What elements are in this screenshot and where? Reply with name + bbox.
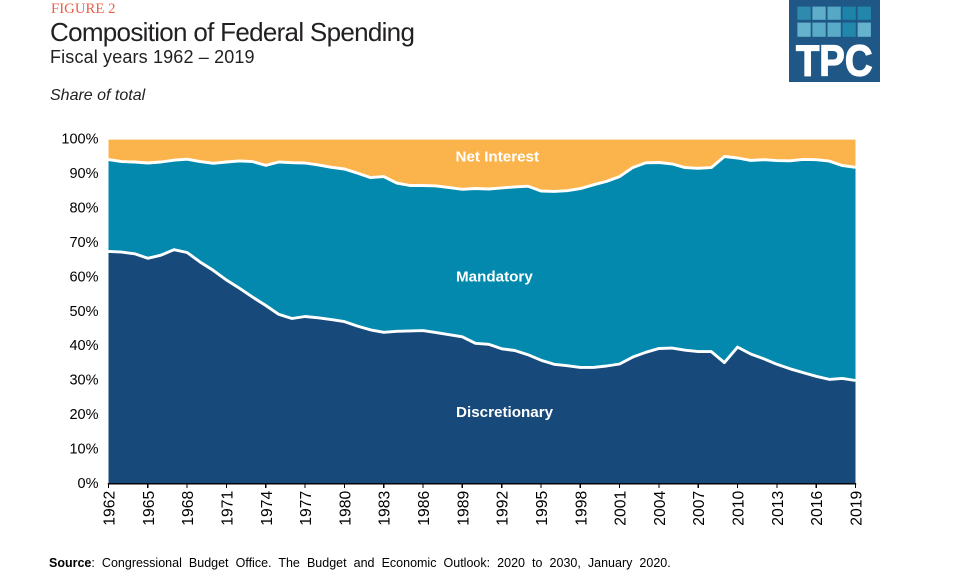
svg-text:TPC: TPC xyxy=(796,36,873,85)
svg-text:60%: 60% xyxy=(69,269,98,285)
svg-text:Discretionary: Discretionary xyxy=(456,404,554,421)
svg-text:1962: 1962 xyxy=(102,491,119,526)
svg-text:1983: 1983 xyxy=(377,491,394,526)
svg-text:0%: 0% xyxy=(78,476,99,492)
svg-text:1986: 1986 xyxy=(416,491,433,526)
svg-text:Net Interest: Net Interest xyxy=(456,149,540,166)
svg-text:40%: 40% xyxy=(69,338,98,354)
svg-text:1998: 1998 xyxy=(573,491,590,526)
svg-text:10%: 10% xyxy=(69,441,98,457)
svg-text:1995: 1995 xyxy=(534,491,551,526)
svg-text:30%: 30% xyxy=(69,373,98,389)
svg-text:2001: 2001 xyxy=(613,491,630,526)
svg-text:1977: 1977 xyxy=(298,491,315,526)
svg-text:80%: 80% xyxy=(69,201,98,217)
svg-text:100%: 100% xyxy=(61,132,98,148)
svg-text:Mandatory: Mandatory xyxy=(456,268,533,285)
svg-text:1974: 1974 xyxy=(259,491,276,526)
svg-text:50%: 50% xyxy=(69,304,98,320)
svg-text:2010: 2010 xyxy=(731,491,748,526)
svg-text:1989: 1989 xyxy=(455,491,472,526)
svg-text:1980: 1980 xyxy=(337,491,354,526)
svg-text:2019: 2019 xyxy=(849,491,866,526)
svg-text:90%: 90% xyxy=(69,166,98,182)
svg-text:20%: 20% xyxy=(69,407,98,423)
svg-text:1965: 1965 xyxy=(141,491,158,526)
svg-text:2004: 2004 xyxy=(652,491,669,526)
svg-text:1971: 1971 xyxy=(219,491,236,526)
svg-text:1992: 1992 xyxy=(495,491,512,526)
svg-text:2013: 2013 xyxy=(770,491,787,526)
svg-text:2007: 2007 xyxy=(691,491,708,526)
svg-text:2016: 2016 xyxy=(809,491,826,526)
svg-text:70%: 70% xyxy=(69,235,98,251)
svg-text:1968: 1968 xyxy=(180,491,197,526)
